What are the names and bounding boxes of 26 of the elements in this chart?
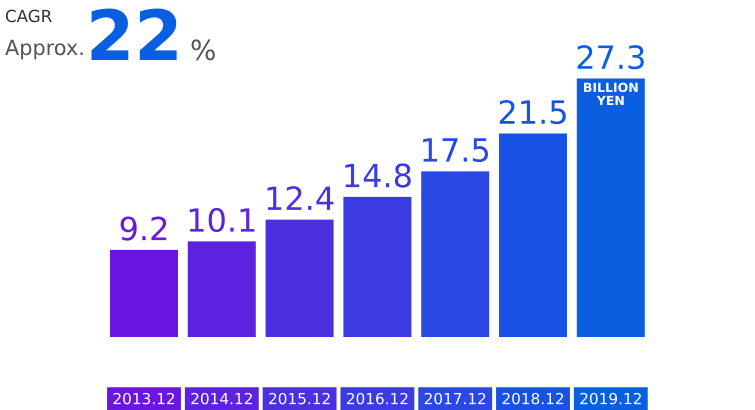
- bar: [499, 133, 567, 337]
- bar: [576, 78, 645, 337]
- bar: [110, 250, 178, 337]
- x-tick-label: 2016.12: [346, 392, 408, 404]
- data-label: 27.3: [578, 45, 644, 70]
- x-tick-label: 2017.12: [424, 392, 486, 404]
- x-tick-label: 2019.12: [580, 392, 641, 404]
- x-tick-label: 2015.12: [269, 392, 330, 404]
- bar: [421, 171, 490, 337]
- text: CAGR: [6, 10, 52, 22]
- data-label: 9.2: [120, 216, 166, 241]
- data-label: 21.5: [500, 100, 566, 124]
- data-label: 17.5: [423, 138, 488, 162]
- text: Approx.: [5, 40, 83, 60]
- text: %: [192, 39, 215, 60]
- x-tick-label: 2018.12: [502, 392, 564, 404]
- data-label: 10.1: [190, 208, 254, 232]
- x-tick-label: 2014.12: [191, 392, 252, 404]
- data-label: 14.8: [345, 163, 411, 188]
- text: 22: [91, 8, 177, 60]
- bar: [343, 196, 412, 337]
- data-label: 12.4: [268, 186, 334, 210]
- bar: [266, 220, 334, 337]
- bar: [188, 241, 256, 337]
- annotation: BILLION YEN: [584, 82, 638, 105]
- x-tick-label: 2013.12: [114, 392, 174, 404]
